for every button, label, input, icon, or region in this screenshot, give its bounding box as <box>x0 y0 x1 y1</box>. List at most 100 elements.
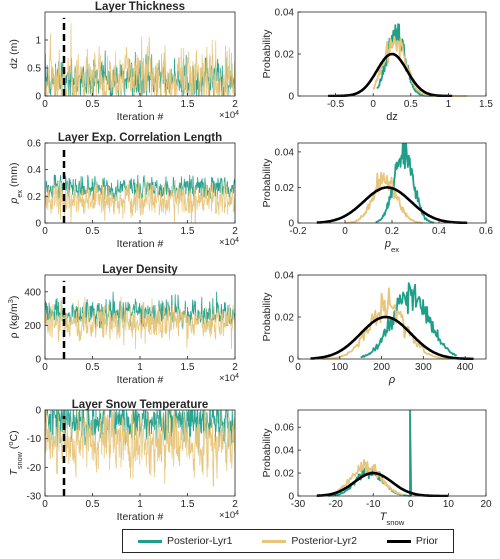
x-multiplier-base: ×10 <box>219 110 235 121</box>
y-axis-label-part: ) <box>8 296 20 300</box>
x-tick-label: 0.5 <box>86 362 100 373</box>
density-prior <box>310 315 474 360</box>
x-tick-label: 0.2 <box>385 226 399 237</box>
x-tick-label: 1.5 <box>181 362 195 373</box>
panel-title: Layer Snow Temperature <box>72 399 209 411</box>
x-axis-label-part: snow <box>386 518 404 527</box>
x-tick-label: 1.5 <box>479 99 493 110</box>
y-tick-label: 0.5 <box>27 64 41 75</box>
x-tick-label: 0 <box>295 362 301 373</box>
density-panel-3: 0 100 200 300 400 0 0.02 0.04 ρ Probability <box>261 271 487 386</box>
density-lines <box>316 143 468 224</box>
trace-lines <box>45 410 235 487</box>
density-posterior-lyr1 <box>375 143 435 224</box>
density-posterior-lyr2 <box>323 287 449 360</box>
x-tick-label: 0 <box>370 99 376 110</box>
x-tick-label: 0 <box>342 226 348 237</box>
x-multiplier-exp: 4 <box>235 110 239 117</box>
y-tick-label: 0.6 <box>27 139 41 150</box>
x-tick-label: 10 <box>443 499 455 510</box>
x-tick-label: 0.5 <box>86 226 100 237</box>
x-axis-label: pex <box>384 238 399 254</box>
x-tick-label: 300 <box>415 362 432 373</box>
y-axis-label: Tsnow (oC) <box>6 430 24 475</box>
x-multiplier-exp: 4 <box>235 510 239 517</box>
y-axis-label-part: C) <box>8 430 20 441</box>
density-posterior-lyr2 <box>344 171 423 224</box>
density-panel-4: -30 -20 -10 0 10 20 0 0.02 0.04 0.06 Tsnow Probabil… <box>261 409 492 527</box>
density-lines <box>327 23 468 97</box>
x-tick-label: 0 <box>42 499 48 510</box>
trace-posterior-lyr2 <box>45 180 235 223</box>
y-tick-label: -30 <box>27 492 42 503</box>
y-axis-label-part: T <box>8 468 20 476</box>
x-axis-label: ρ <box>388 374 395 386</box>
x-tick-label: -0.2 <box>289 226 307 237</box>
x-tick-label: 1 <box>137 226 143 237</box>
y-axis-label: ρ (kg/m3) <box>6 296 21 339</box>
trace-posterior-lyr2 <box>45 296 235 349</box>
x-tick-label: 0.4 <box>432 226 446 237</box>
x-tick-label: 1.5 <box>181 99 195 110</box>
x-axis-label: Iteration # <box>117 374 164 386</box>
x-tick-label: 400 <box>457 362 474 373</box>
legend-label-lyr1: Posterior-Lyr1 <box>166 535 233 547</box>
x-multiplier-exp: 4 <box>235 237 239 244</box>
x-tick-label: -20 <box>328 499 343 510</box>
y-axis-label-part: (mm) <box>8 162 20 189</box>
y-axis-label-part: dz (m) <box>8 39 20 69</box>
x-tick-label: 2 <box>232 362 238 373</box>
y-tick-label: 400 <box>24 287 41 298</box>
legend-item-lyr2: Posterior-Lyr2 <box>262 535 357 547</box>
x-tick-label: 1 <box>446 99 452 110</box>
x-multiplier: ×104 <box>219 110 239 122</box>
x-axis-label-part: p <box>384 238 391 250</box>
y-axis-label-part: p <box>8 198 20 205</box>
y-tick-label: -20 <box>27 463 42 474</box>
y-axis-label-part: ρ (kg/m <box>8 303 20 338</box>
x-multiplier: ×104 <box>219 510 239 522</box>
y-tick-label: 0.02 <box>275 469 295 480</box>
legend-swatch-lyr1 <box>137 539 162 543</box>
x-axis-label: dz <box>386 111 398 123</box>
x-tick-label: 200 <box>373 362 390 373</box>
trace-panel-4: Layer Snow Temperature 0 0.5 1 1.5 2 -30 -20 -10… <box>6 399 240 523</box>
y-axis-label: Probability <box>261 29 273 79</box>
x-multiplier-base: ×10 <box>219 237 235 248</box>
trace-posterior-lyr2 <box>45 23 235 96</box>
y-tick-label: 0 <box>35 355 41 366</box>
x-tick-label: -10 <box>366 499 381 510</box>
trace-posterior-lyr2 <box>45 410 235 487</box>
y-axis-label-part: o <box>6 442 15 446</box>
y-tick-label: 0.04 <box>275 8 295 19</box>
y-tick-label: 0.4 <box>27 165 41 176</box>
x-axis-label: Iteration # <box>117 238 164 250</box>
y-tick-label: 0.04 <box>275 147 295 158</box>
x-axis-label: Tsnow <box>380 511 405 527</box>
trace-panel-2: Layer Exp. Correlation Length 0 0.5 1 1.5 2 0 0… <box>8 132 239 250</box>
x-tick-label: 0.5 <box>86 499 100 510</box>
x-tick-label: 1 <box>137 499 143 510</box>
density-posterior-lyr1 <box>327 410 413 497</box>
density-lines <box>316 410 449 497</box>
x-axis-label-part: T <box>380 511 388 523</box>
x-multiplier-base: ×10 <box>219 510 235 521</box>
x-tick-label: 1 <box>137 362 143 373</box>
x-tick-label: -0.5 <box>327 99 345 110</box>
x-multiplier: ×104 <box>219 237 239 249</box>
x-tick-label: 0 <box>42 226 48 237</box>
density-prior <box>327 52 453 97</box>
panel-title: Layer Density <box>102 264 178 276</box>
axes-box <box>297 409 487 497</box>
x-axis-label-part: dz <box>386 111 398 123</box>
trace-lines <box>45 23 235 96</box>
y-axis-label-part: snow <box>15 451 24 469</box>
y-tick-label: 1 <box>35 36 41 47</box>
x-tick-label: 0.5 <box>404 99 418 110</box>
y-axis-label: Probability <box>261 292 273 342</box>
x-tick-label: 1.5 <box>181 499 195 510</box>
x-tick-label: 0 <box>42 99 48 110</box>
y-tick-label: 0.02 <box>275 50 295 61</box>
